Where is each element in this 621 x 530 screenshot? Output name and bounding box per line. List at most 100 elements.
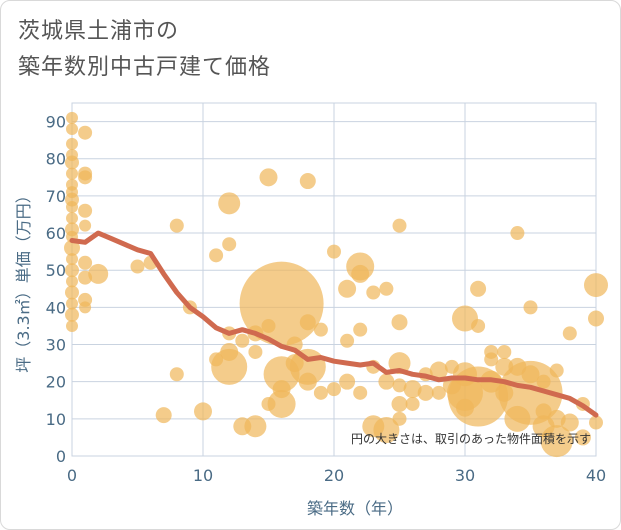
- y-tick-label: 30: [46, 336, 66, 355]
- bubble-point: [588, 310, 604, 327]
- bubble-point: [88, 263, 109, 284]
- bubble-point: [510, 226, 525, 241]
- x-axis-label: 築年数（年）: [307, 499, 403, 518]
- bubble-point: [66, 275, 78, 288]
- y-tick-label: 10: [46, 410, 66, 429]
- chart-title: 茨城県土浦市の 築年数別中古戸建て価格: [18, 14, 271, 86]
- bubble-point: [298, 372, 317, 391]
- bubble-point: [169, 218, 184, 233]
- bubble-point: [379, 281, 394, 296]
- x-tick-label: 0: [67, 466, 77, 485]
- x-tick-label: 20: [324, 466, 344, 485]
- y-tick-label: 70: [46, 187, 66, 206]
- bubble-point: [562, 326, 577, 341]
- bubble-point: [351, 264, 370, 283]
- bubble-point: [535, 403, 552, 420]
- bubble-point: [549, 363, 564, 378]
- bubble-point: [574, 429, 591, 446]
- bubble-point: [64, 239, 80, 256]
- bubble-point: [484, 344, 499, 359]
- bubble-point: [248, 344, 263, 359]
- bubble-point: [392, 218, 407, 233]
- bubble-point: [267, 389, 296, 418]
- bubble-point: [429, 361, 448, 380]
- bubble-point: [584, 273, 608, 298]
- bubble-point: [373, 416, 400, 443]
- y-tick-label: 40: [46, 298, 66, 317]
- bubble-point: [417, 384, 434, 401]
- y-tick-label: 50: [46, 261, 66, 280]
- bubble-point: [392, 411, 407, 426]
- bubble-point: [78, 255, 93, 270]
- bubble-point: [521, 365, 540, 384]
- bubble-point: [313, 322, 328, 337]
- bubble-point: [299, 173, 316, 190]
- bubble-point: [405, 396, 420, 411]
- bubble-point: [340, 333, 355, 348]
- x-tick-labels: 0 10 20 30 40: [67, 466, 606, 485]
- y-tick-label: 90: [46, 113, 66, 132]
- title-line-2: 築年数別中古戸建て価格: [18, 55, 272, 80]
- y-axis-label: 坪（3.3㎡）単価（万円）: [14, 187, 33, 372]
- bubble-point: [66, 212, 78, 225]
- y-tick-label: 60: [46, 224, 66, 243]
- bubble-point: [218, 192, 241, 215]
- bubble-point: [259, 168, 278, 187]
- bubble-point: [169, 367, 184, 382]
- bubble-point: [78, 125, 93, 140]
- x-tick-label: 30: [455, 466, 475, 485]
- bubble-point: [65, 307, 79, 322]
- bubble-point: [392, 378, 407, 393]
- bubble-point: [130, 259, 145, 274]
- y-tick-label: 20: [46, 373, 66, 392]
- bubble-point: [366, 285, 381, 300]
- bubble-point: [339, 373, 356, 390]
- bubble-point: [560, 413, 579, 432]
- bubble-point: [78, 170, 93, 185]
- y-tick-label: 80: [46, 150, 66, 169]
- bubble-point: [388, 352, 411, 375]
- bubble-point: [65, 285, 79, 300]
- bubble-point: [235, 333, 250, 348]
- bubble-point: [211, 348, 248, 385]
- bubble-point: [78, 203, 93, 218]
- bubble-point: [272, 380, 291, 399]
- y-tick-label: 0: [56, 447, 66, 466]
- bubble-point: [79, 301, 92, 314]
- bubble-point: [313, 385, 328, 400]
- bubble-point: [299, 314, 316, 331]
- bubble-point: [497, 344, 512, 359]
- bubble-point: [66, 319, 78, 332]
- x-tick-label: 40: [586, 466, 606, 485]
- bubble-point: [471, 318, 486, 333]
- x-tick-label: 10: [193, 466, 213, 485]
- y-tick-labels: 0 10 20 30 40 50 60 70 80 90: [46, 113, 66, 466]
- bubble-point: [391, 314, 408, 331]
- bubble-point: [327, 244, 341, 259]
- trend-line: [69, 230, 599, 418]
- bubble-point: [194, 402, 212, 421]
- bubble-point: [209, 248, 224, 263]
- bubble-point: [523, 300, 538, 315]
- bubble-point: [66, 137, 78, 150]
- bubble-point: [65, 263, 79, 278]
- bubble-point: [66, 123, 78, 136]
- bubble-point: [66, 201, 78, 214]
- bubble-point: [589, 415, 603, 430]
- bubble-point: [403, 380, 422, 399]
- trend-line-layer: [69, 230, 599, 418]
- size-annotation: 円の大きさは、取引のあった物件面積を示す: [351, 431, 591, 446]
- bubble-point: [66, 297, 78, 310]
- bubble-point: [244, 415, 267, 438]
- bubble-point: [327, 382, 341, 397]
- bubble-point: [353, 322, 368, 337]
- bubble-point: [431, 385, 446, 400]
- bubble-point: [222, 237, 237, 252]
- bubble-point: [66, 111, 78, 124]
- bubble-point: [378, 373, 395, 390]
- bubble-point: [79, 219, 92, 232]
- bubble-point: [353, 385, 368, 400]
- bubble-point: [338, 279, 357, 298]
- bubbles-layer: [64, 111, 608, 458]
